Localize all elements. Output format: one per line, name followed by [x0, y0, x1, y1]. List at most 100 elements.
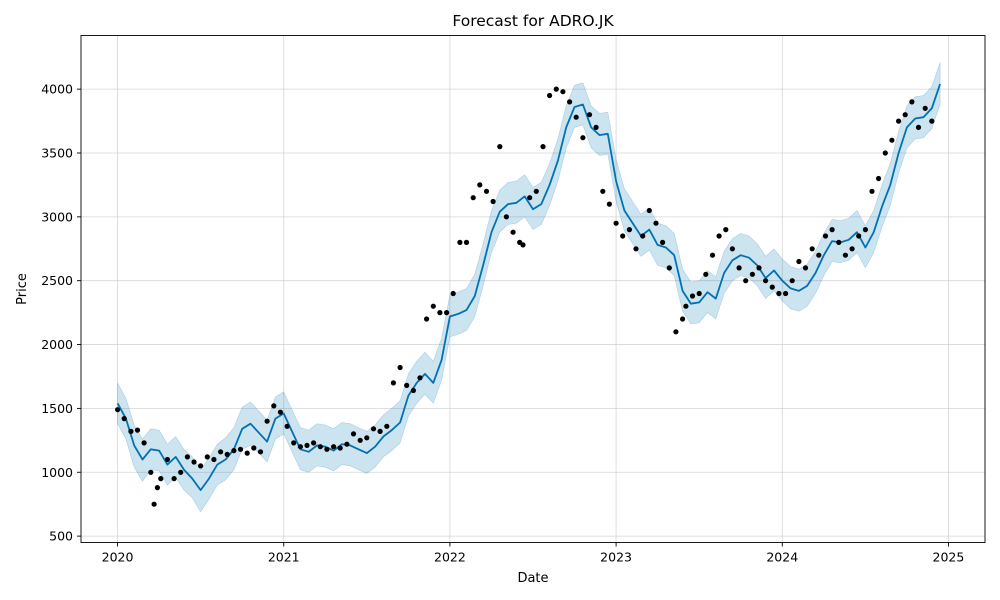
y-tick-label: 1500 — [41, 401, 73, 416]
observation-point — [626, 227, 633, 233]
observation-point — [370, 426, 377, 432]
observation-point — [164, 456, 170, 463]
y-tick-label: 1000 — [41, 465, 73, 480]
observation-point — [540, 144, 546, 150]
observation-point — [836, 239, 842, 245]
x-tick-label: 2022 — [434, 550, 466, 565]
observation-point — [171, 476, 177, 482]
observation-point — [457, 239, 463, 245]
observation-point — [410, 387, 416, 394]
y-tick-label: 2000 — [41, 337, 73, 352]
observation-point — [876, 175, 882, 182]
observation-point — [520, 242, 526, 248]
x-tick-label: 2021 — [268, 550, 300, 565]
observation-point — [158, 476, 164, 482]
observation-point — [204, 454, 210, 460]
observation-point — [384, 423, 390, 429]
observation-point — [115, 407, 121, 413]
x-axis-ticks: 2020 2021 2022 2023 2024 2025 — [102, 542, 965, 565]
y-axis-title: Price — [15, 273, 30, 305]
observation-point — [620, 233, 626, 239]
observation-point — [849, 246, 855, 252]
observation-point — [430, 303, 436, 309]
observation-point — [344, 441, 350, 447]
observation-point — [802, 265, 809, 271]
observation-point — [237, 446, 244, 452]
observation-point — [151, 501, 157, 507]
observation-point — [869, 188, 875, 194]
x-tick-label: 2023 — [600, 550, 632, 565]
observation-point — [184, 454, 190, 460]
grid-lines — [81, 35, 985, 543]
observation-point — [882, 150, 888, 156]
observation-point — [417, 375, 423, 381]
forecast-line — [116, 83, 941, 491]
observation-point — [510, 229, 516, 235]
observation-point — [929, 118, 935, 124]
observation-point — [666, 265, 672, 271]
observation-point — [796, 258, 802, 265]
y-tick-label: 4000 — [41, 82, 73, 97]
y-tick-label: 2500 — [41, 273, 73, 288]
observation-point — [756, 265, 762, 271]
observation-point — [444, 310, 450, 316]
observation-point — [640, 233, 646, 239]
observation-point — [842, 252, 849, 258]
observation-point — [304, 442, 310, 448]
observation-point — [673, 329, 679, 335]
observation-point — [357, 437, 363, 443]
observation-point — [783, 290, 789, 297]
observation-point — [573, 114, 579, 120]
observation-point — [829, 227, 835, 233]
observation-point — [424, 316, 430, 322]
forecast-line-layer — [116, 83, 941, 491]
x-tick-label: 2024 — [766, 550, 798, 565]
y-axis-ticks: 500 1000 1500 2000 2500 3000 3500 4000 — [41, 82, 81, 544]
observation-point — [450, 290, 456, 297]
observation-point — [680, 316, 686, 322]
observation-point — [337, 445, 343, 451]
observation-point — [154, 485, 160, 491]
observation-point — [218, 449, 224, 455]
observation-point — [789, 278, 795, 284]
observation-point — [128, 428, 134, 434]
observation-point — [244, 450, 250, 456]
observation-point — [560, 89, 566, 95]
x-tick-label: 2020 — [102, 550, 134, 565]
x-tick-label: 2025 — [933, 550, 965, 565]
observation-point — [613, 220, 619, 226]
observation-point — [660, 239, 666, 245]
observation-point — [291, 440, 297, 446]
uncertainty-band-layer — [117, 62, 941, 513]
observation-point — [251, 445, 257, 451]
observation-point — [231, 448, 237, 454]
observation-point — [856, 233, 862, 239]
observation-point — [533, 188, 539, 194]
observation-point — [284, 423, 290, 429]
observation-point — [141, 440, 147, 446]
observation-point — [896, 118, 902, 124]
observation-point — [178, 469, 184, 475]
observation-point — [606, 201, 613, 207]
observation-point — [553, 86, 559, 92]
observation-point — [743, 278, 749, 284]
observation-point — [683, 303, 689, 309]
observation-point — [729, 246, 736, 252]
observation-point — [224, 451, 230, 457]
observation-point — [397, 364, 403, 371]
plot-frame — [80, 35, 986, 543]
observation-point — [437, 310, 443, 316]
observation-point — [211, 456, 217, 463]
observations-layer — [115, 86, 935, 507]
observation-point — [809, 246, 815, 252]
observation-point — [257, 449, 264, 455]
observation-point — [716, 233, 722, 239]
observation-point — [311, 440, 317, 446]
observation-point — [527, 195, 533, 201]
observation-point — [909, 99, 915, 105]
observation-point — [390, 380, 396, 386]
observation-point — [580, 135, 586, 141]
